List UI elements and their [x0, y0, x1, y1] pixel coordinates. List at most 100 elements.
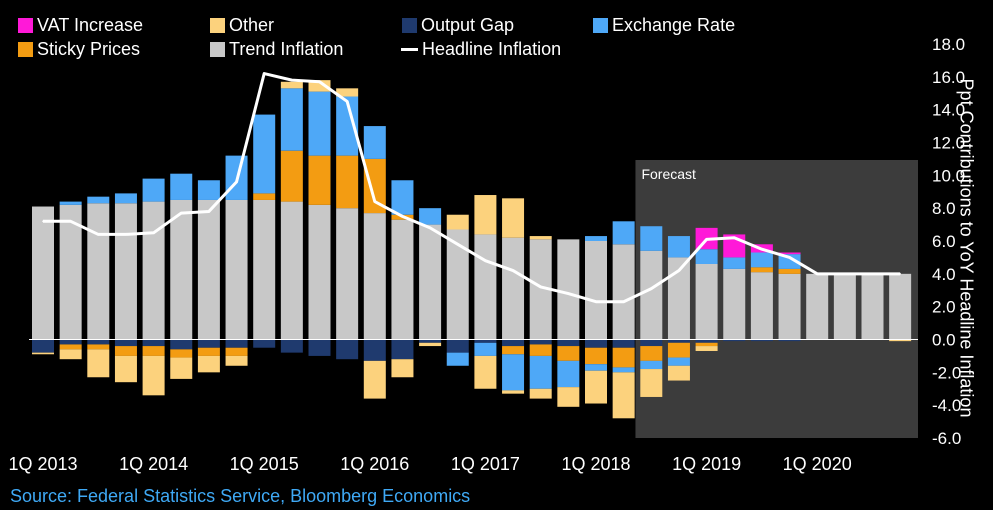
bar-exchange-rate-2q-2013	[59, 201, 82, 205]
bar-trend-inflation-4q-2019	[778, 273, 801, 340]
headline-point-3q-2016	[429, 227, 431, 229]
bar-other-neg-2q-2017	[502, 390, 525, 394]
bar-other-neg-1q-2016	[363, 360, 386, 399]
bar-exchange-rate-3q-2014	[197, 180, 220, 200]
bar-other-neg-3q-2013	[87, 349, 110, 378]
bar-sticky-prices-1q-2016	[363, 158, 386, 214]
bar-exchange-rate-1q-2014	[142, 178, 165, 202]
headline-point-3q-2014	[208, 210, 210, 213]
headline-point-2q-2020	[844, 273, 846, 275]
bar-trend-inflation-3q-2013	[87, 203, 110, 340]
bar-output-gap-neg-3q-2017	[529, 339, 552, 345]
bar-other-neg-2q-2016	[391, 359, 414, 378]
y-tick-label-10-0: 10.0	[932, 166, 965, 185]
bar-other-neg-1q-2018	[585, 370, 607, 404]
bar-output-gap-neg-2q-2016	[391, 339, 414, 360]
bar-output-gap-neg-4q-2013	[114, 339, 137, 347]
bar-sticky-prices-neg-2q-2013	[59, 344, 82, 350]
bar-trend-inflation-1q-2017	[474, 234, 497, 340]
bar-sticky-prices-2q-2015	[280, 150, 303, 202]
bar-sticky-prices-1q-2015	[253, 193, 276, 200]
y-axis-title: Ppt Contributions to YoY Headline Inflat…	[956, 78, 977, 418]
y-tick-label--4-0: -4.0	[932, 396, 961, 415]
bar-output-gap-neg-4q-2015	[336, 339, 359, 360]
bar-sticky-prices-neg-4q-2013	[114, 346, 137, 356]
legend-label-sticky-prices: Sticky Prices	[37, 39, 141, 59]
bar-trend-inflation-2q-2019	[723, 268, 746, 340]
bar-other-neg-4q-2013	[114, 355, 137, 383]
bar-output-gap-neg-2q-2015	[280, 339, 303, 353]
bar-sticky-prices-neg-2q-2017	[502, 346, 525, 355]
bar-sticky-prices-neg-2q-2014	[170, 349, 193, 358]
bar-sticky-prices-neg-1q-2019	[695, 342, 718, 347]
x-tick-label-1q-2017: 1Q 2017	[451, 454, 520, 474]
legend-item-headline-inflation: Headline Inflation	[401, 39, 561, 60]
bar-exchange-rate-1q-2019	[695, 249, 718, 264]
bar-exchange-rate-neg-1q-2017	[474, 342, 497, 356]
bar-other-2q-2015	[280, 81, 303, 89]
x-tick-label-1q-2016: 1Q 2016	[340, 454, 409, 474]
bar-trend-inflation-3q-2018	[640, 250, 663, 340]
legend-swatch-vat-increase	[18, 18, 33, 33]
headline-point-1q-2019	[705, 238, 708, 241]
headline-point-3q-2019	[761, 248, 763, 251]
headline-point-4q-2019	[788, 256, 791, 259]
bar-output-gap-neg-1q-2018	[585, 339, 607, 348]
x-tick-label-1q-2013: 1Q 2013	[8, 454, 77, 474]
bar-output-gap-neg-4q-2018	[667, 339, 690, 343]
bar-other-neg-4q-2014	[225, 355, 248, 366]
headline-point-2q-2015	[291, 79, 293, 81]
y-tick-label-6-0: 6.0	[932, 232, 956, 251]
bar-other-neg-3q-2017	[529, 388, 552, 399]
headline-point-3q-2020	[871, 273, 874, 275]
legend-swatch-exchange-rate	[593, 18, 608, 33]
bar-other-neg-3q-2018	[640, 369, 663, 397]
bar-other-2q-2017	[502, 198, 525, 238]
bar-exchange-rate-neg-4q-2018	[667, 357, 690, 366]
y-tick-label-12-0: 12.0	[932, 134, 965, 153]
headline-inflation-line	[43, 72, 901, 304]
bar-sticky-prices-3q-2015	[308, 155, 331, 205]
bar-exchange-rate-neg-1q-2018	[585, 364, 607, 371]
legend-label-output-gap: Output Gap	[421, 15, 515, 35]
bar-output-gap-neg-1q-2014	[142, 339, 165, 347]
y-tick-label-18-0: 18.0	[932, 35, 965, 54]
bar-output-gap-neg-4q-2014	[225, 339, 248, 348]
headline-point-3q-2017	[539, 286, 542, 288]
bar-trend-inflation-1q-2015	[253, 199, 276, 340]
y-tick-label-8-0: 8.0	[932, 199, 956, 218]
bar-trend-inflation-3q-2017	[529, 239, 552, 340]
legend-swatch-output-gap	[402, 18, 417, 33]
y-tick-label-2-0: 2.0	[932, 298, 956, 317]
bar-exchange-rate-2q-2014	[170, 173, 193, 200]
headline-point-4q-2017	[567, 292, 570, 295]
bar-output-gap-neg-3q-2019	[750, 339, 773, 342]
legend-label-trend-inflation: Trend Inflation	[229, 39, 344, 59]
bar-exchange-rate-1q-2015	[253, 114, 276, 194]
bar-exchange-rate-3q-2016	[419, 208, 442, 225]
bar-trend-inflation-1q-2018	[585, 241, 607, 340]
bar-other-3q-2015	[308, 80, 331, 92]
bar-other-neg-4q-2017	[557, 387, 580, 407]
bar-exchange-rate-2q-2019	[723, 257, 746, 269]
y-tick-label-4-0: 4.0	[932, 265, 956, 284]
bar-exchange-rate-2q-2016	[391, 180, 414, 215]
bar-vat-increase-4q-2019	[778, 252, 801, 255]
legend-item-other: Other	[210, 15, 274, 36]
bar-exchange-rate-2q-2018	[612, 221, 635, 245]
bar-output-gap-neg-1q-2019	[695, 339, 718, 343]
headline-point-4q-2015	[346, 100, 348, 103]
y-tick-label-0-0: 0.0	[932, 331, 956, 350]
bar-trend-inflation-2q-2015	[280, 201, 303, 340]
bar-trend-inflation-2q-2014	[170, 199, 193, 340]
bar-other-neg-4q-2018	[667, 365, 690, 381]
bar-output-gap-neg-2q-2018	[612, 339, 635, 348]
headline-point-2q-2018	[622, 300, 625, 303]
bar-sticky-prices-3q-2019	[750, 267, 773, 273]
bar-exchange-rate-neg-2q-2017	[502, 354, 525, 391]
bar-exchange-rate-3q-2018	[640, 226, 663, 251]
bar-output-gap-neg-4q-2017	[557, 339, 580, 347]
legend-item-output-gap: Output Gap	[402, 15, 514, 36]
bar-output-gap-neg-1q-2015	[253, 339, 276, 348]
bar-other-4q-2015	[336, 88, 359, 97]
